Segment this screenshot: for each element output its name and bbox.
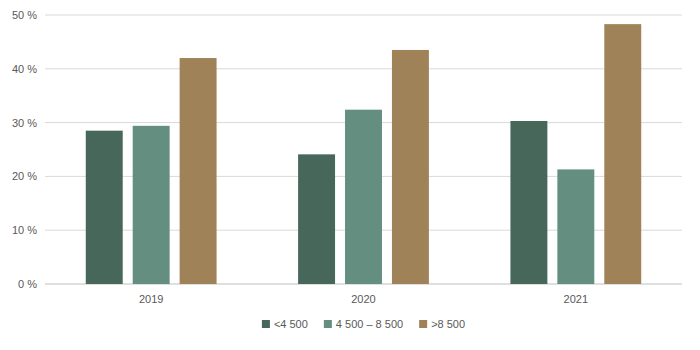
- legend-label: >8 500: [431, 318, 465, 330]
- y-tick-label: 0 %: [18, 278, 37, 290]
- y-tick-label: 10 %: [12, 224, 37, 236]
- chart-container: 0 % 10 % 20 % 30 % 40 % 50 % 2019 2020 2021 <4 50…: [0, 0, 700, 350]
- bar: [298, 154, 335, 284]
- bars: [86, 24, 641, 284]
- legend-item: >8 500: [419, 318, 465, 330]
- x-tick-label: 2019: [139, 293, 163, 305]
- bar: [557, 169, 594, 284]
- bar: [345, 110, 382, 284]
- legend-swatch: [262, 320, 270, 328]
- legend-item: <4 500: [262, 318, 308, 330]
- bar: [604, 24, 641, 284]
- y-tick-label: 20 %: [12, 170, 37, 182]
- bar: [180, 58, 217, 284]
- grid: [45, 15, 682, 284]
- bar: [392, 50, 429, 284]
- legend: <4 500 4 500 – 8 500 >8 500: [262, 318, 465, 330]
- legend-item: 4 500 – 8 500: [324, 318, 403, 330]
- y-tick-label: 40 %: [12, 63, 37, 75]
- legend-label: <4 500: [274, 318, 308, 330]
- y-tick-label: 50 %: [12, 9, 37, 21]
- legend-swatch: [419, 320, 427, 328]
- grid-line: [45, 68, 682, 69]
- chart: 0 % 10 % 20 % 30 % 40 % 50 % 2019 2020 2021 <4 50…: [0, 0, 700, 350]
- x-tick-label: 2020: [351, 293, 375, 305]
- legend-swatch: [324, 320, 332, 328]
- grid-line: [45, 15, 682, 16]
- bar: [510, 121, 547, 284]
- y-tick-label: 30 %: [12, 117, 37, 129]
- bar: [86, 131, 123, 284]
- x-tick-label: 2021: [564, 293, 588, 305]
- legend-label: 4 500 – 8 500: [336, 318, 403, 330]
- bar: [133, 126, 170, 284]
